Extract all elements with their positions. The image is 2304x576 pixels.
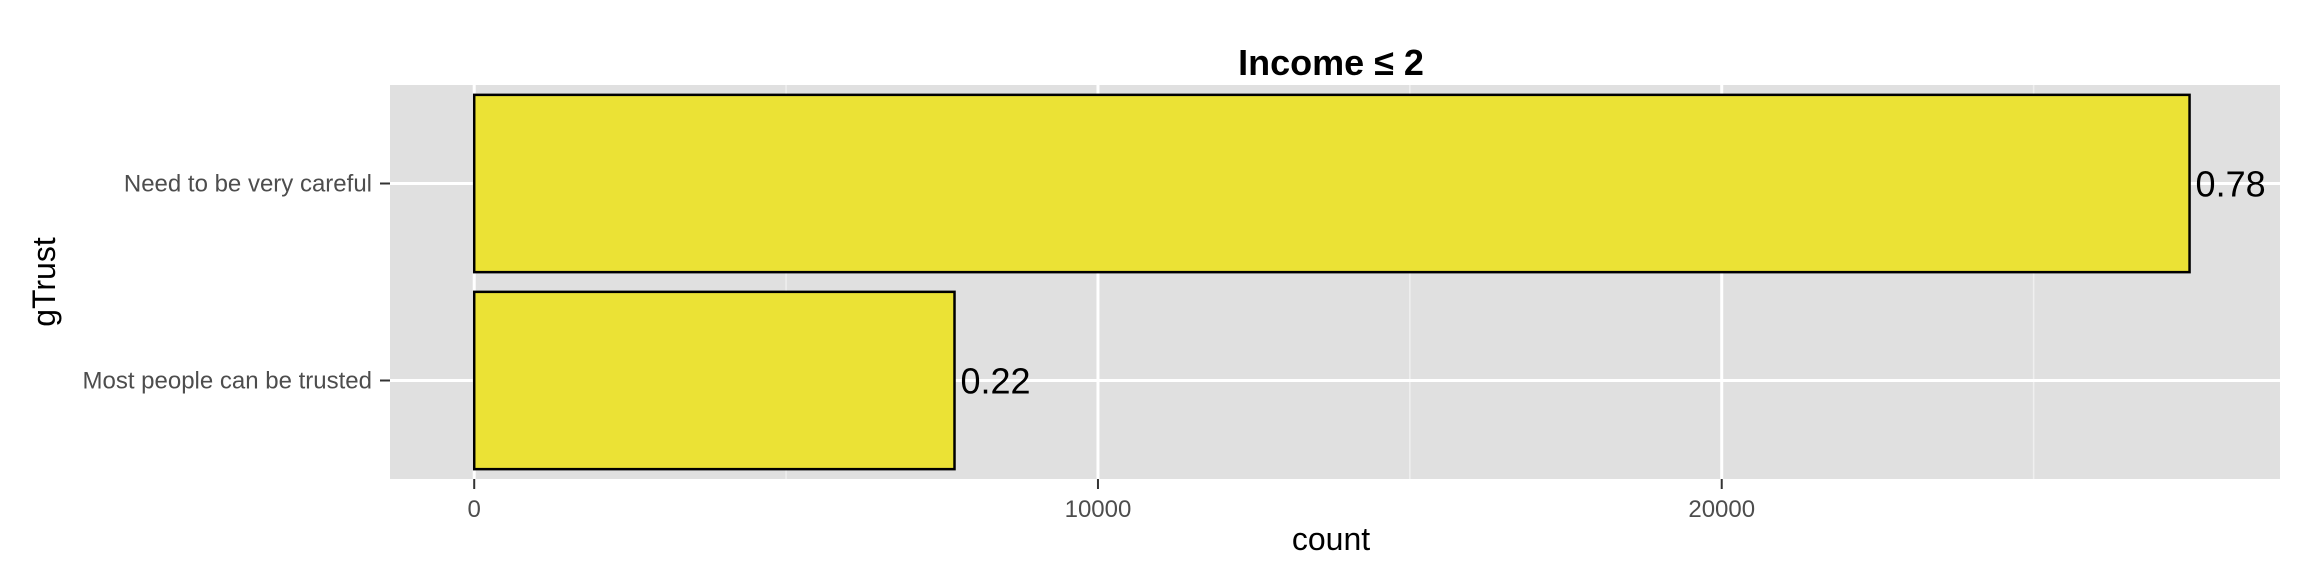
chart-title: Income ≤ 2 [1238, 42, 1424, 83]
x-axis: 0 10000 20000 [468, 479, 1755, 523]
bar [472, 290, 956, 471]
y-axis-title: gTrust [26, 237, 62, 327]
x-tick-label: 10000 [1065, 496, 1132, 523]
y-tick-label: Need to be very careful [124, 171, 372, 198]
x-tick-label: 0 [468, 496, 481, 523]
x-axis-title: count [1292, 521, 1370, 557]
data-labels-layer: 0.78 0.22 [961, 164, 2266, 402]
data-label: 0.22 [961, 361, 1031, 402]
data-label: 0.78 [2196, 164, 2266, 205]
y-axis: Need to be very careful Most people can b… [82, 171, 390, 395]
x-tick-label: 20000 [1688, 496, 1755, 523]
y-tick-label: Most people can be trusted [82, 368, 372, 395]
bars-layer [472, 93, 2191, 471]
bar [472, 93, 2191, 274]
